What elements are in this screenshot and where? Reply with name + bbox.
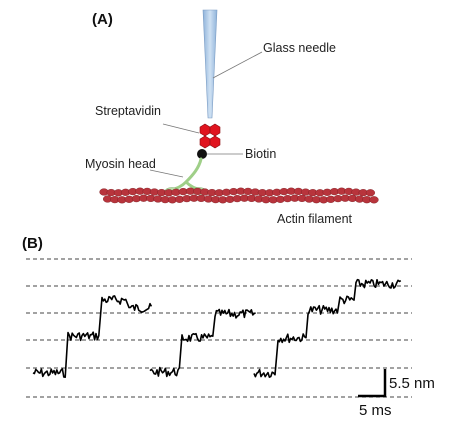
glass-needle	[202, 9, 218, 119]
step-level-gridlines	[26, 258, 412, 398]
actin-monomer	[369, 196, 379, 204]
myosin-head-leader	[149, 169, 184, 178]
step-trace-3	[253, 278, 402, 378]
scale-bar-horizontal-label: 5 ms	[359, 402, 392, 419]
myosin-head-label: Myosin head	[85, 157, 156, 171]
step-trace-2	[149, 308, 256, 378]
biotin-label: Biotin	[245, 147, 276, 161]
panel-b-label: (B)	[22, 235, 43, 252]
scale-bar-vertical-label: 5.5 nm	[389, 375, 435, 392]
streptavidin-label: Streptavidin	[95, 104, 161, 118]
actin-filament-label: Actin filament	[277, 212, 353, 226]
step-trace-1	[32, 295, 153, 378]
glass-needle-label: Glass needle	[263, 41, 336, 55]
biotin-icon	[197, 149, 207, 159]
glass-needle-leader	[212, 51, 263, 79]
streptavidin-icon	[199, 123, 221, 149]
scale-bar	[358, 369, 387, 398]
actin-monomer	[365, 189, 376, 197]
panel-a-label: (A)	[92, 11, 113, 28]
streptavidin-leader	[162, 123, 200, 134]
actin-filament	[99, 187, 379, 204]
